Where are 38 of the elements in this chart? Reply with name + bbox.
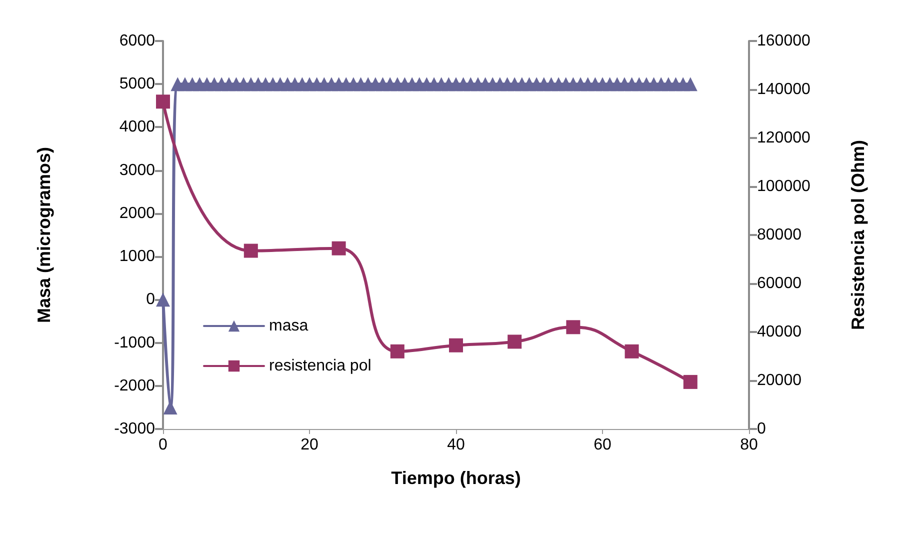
y2-tick-label: 20000: [757, 372, 802, 389]
y2-tick-label: 120000: [757, 130, 810, 146]
y2-tick-label: 0: [757, 420, 766, 438]
y-tick-label: 1000: [119, 248, 156, 266]
y-tick-label: -3000: [114, 420, 156, 438]
y-tick-label: 0: [146, 291, 156, 308]
point: [624, 344, 639, 358]
point: [156, 94, 170, 109]
y2-tick-label: 60000: [757, 275, 802, 292]
y2-tick-label: 160000: [757, 32, 810, 50]
y2-tick-label: 140000: [757, 81, 810, 98]
y-tick-label: 6000: [119, 32, 156, 50]
y2-tick-label: 100000: [757, 178, 810, 195]
point: [508, 334, 522, 349]
point: [566, 320, 580, 334]
legend-label: masa: [269, 318, 308, 334]
point: [332, 241, 346, 256]
x-tick-label: 0: [158, 436, 168, 454]
point: [449, 338, 463, 352]
legend-label: resistencia pol: [269, 358, 372, 374]
x-tick-label: 20: [300, 436, 318, 454]
point: [683, 374, 698, 389]
point: [390, 344, 404, 358]
x-tick-label: 40: [447, 436, 465, 454]
y-tick-label: -1000: [114, 334, 156, 352]
y2-axis-title: Resistencia pol (Ohm): [848, 140, 868, 330]
y2-tick-label: 80000: [757, 226, 802, 244]
x-tick-label: 80: [740, 436, 758, 454]
y2-tick-label: 40000: [757, 324, 802, 340]
x-tick-label: 60: [594, 436, 612, 454]
y-tick-label: 3000: [119, 162, 156, 179]
y-tick-label: -2000: [114, 377, 156, 394]
y-axis-title: Masa (microgramos): [34, 146, 54, 324]
point: [244, 244, 258, 258]
y-tick-label: 5000: [119, 76, 156, 93]
y-tick-label: 2000: [119, 204, 156, 222]
x-axis-title: Tiempo (horas): [391, 468, 521, 488]
y-tick-label: 4000: [119, 118, 156, 136]
